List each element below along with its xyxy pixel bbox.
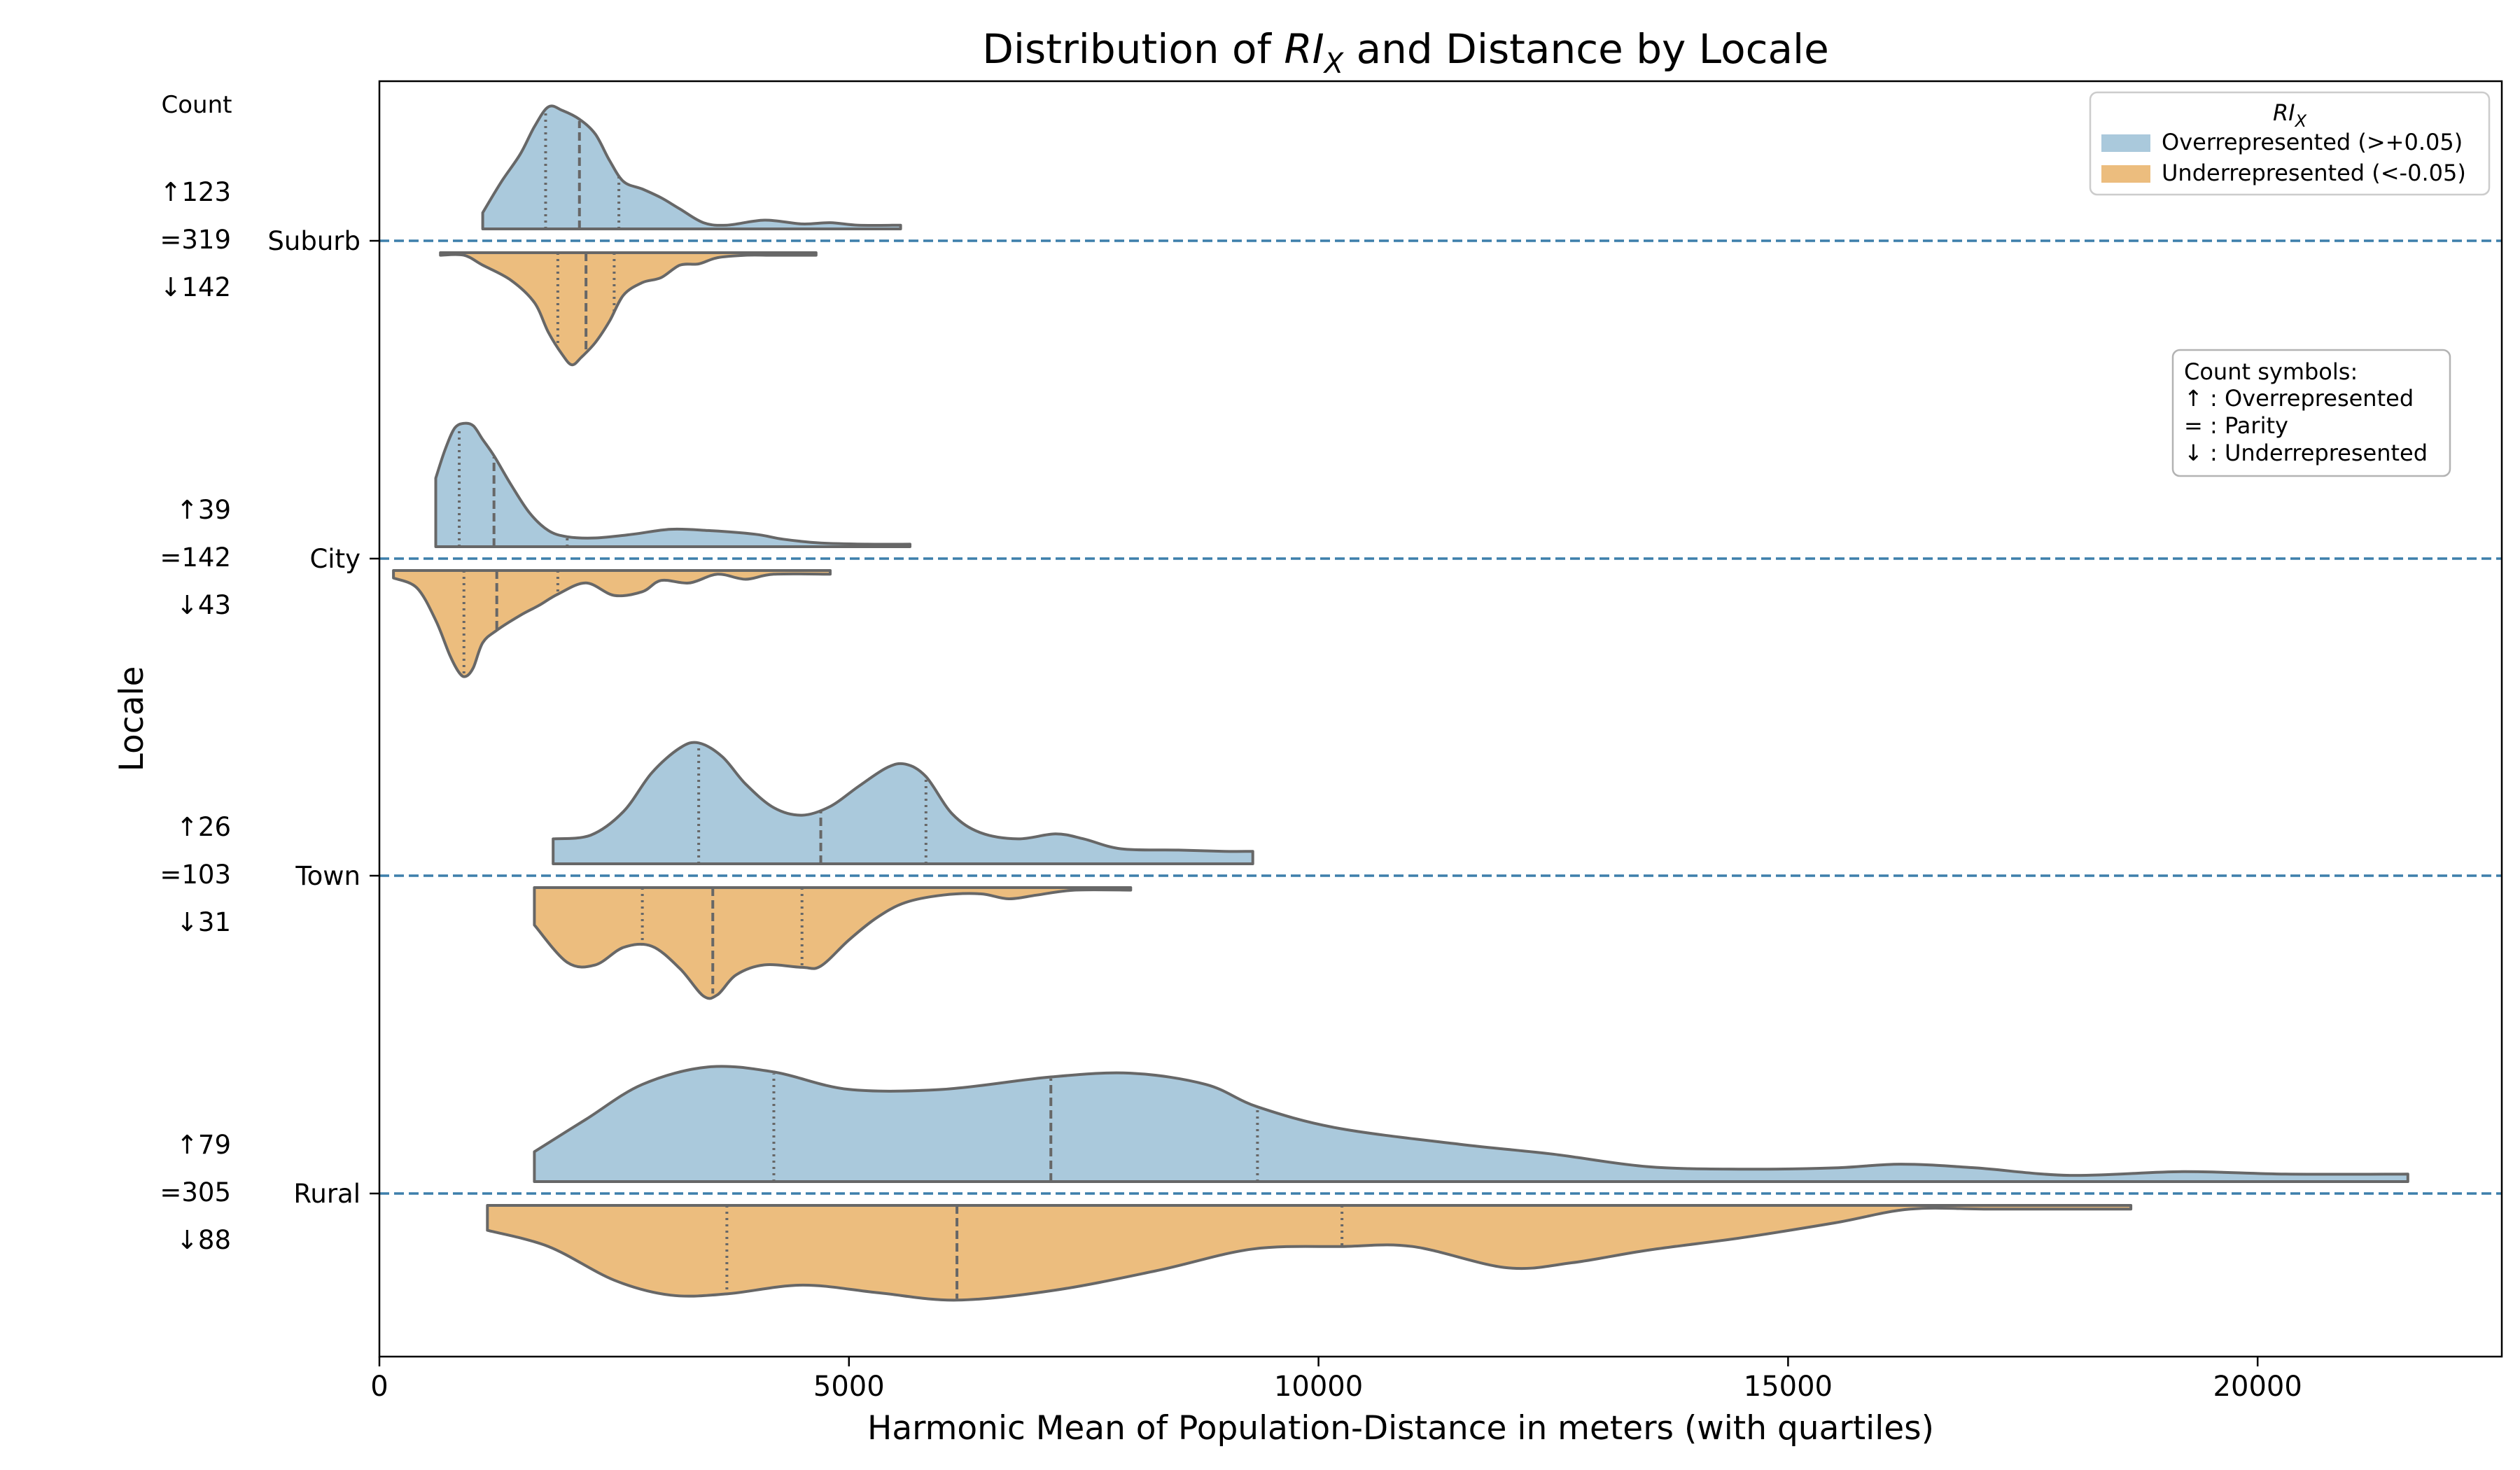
town-over-violin: [552, 741, 1254, 865]
y-axis-label: Locale: [113, 666, 151, 772]
rural-count-parity: =305: [160, 1177, 231, 1208]
legend: RIX Overrepresented (>+0.05) Underreprese…: [2089, 91, 2491, 196]
city-count-parity: =142: [160, 542, 231, 573]
legend-label-under: Underrepresented (<-0.05): [2162, 160, 2466, 186]
rural-category-label: Rural: [293, 1179, 360, 1209]
count-column: Count ↑123 =319 ↓142 ↑39 =142 ↓43 ↑26 =103 ↓31 ↑7…: [160, 91, 232, 1255]
rural-count-over: ↑79: [176, 1130, 231, 1160]
x-tick-label: 20000: [2213, 1371, 2302, 1403]
count-symbols-line: ↓ : Underrepresented: [2184, 440, 2428, 466]
legend-swatch-under: [2101, 165, 2150, 183]
chart-title: Distribution of RIX and Distance by Loca…: [982, 25, 1829, 80]
count-header: Count: [162, 91, 232, 119]
suburb-count-parity: =319: [160, 225, 231, 255]
town-category-label: Town: [295, 861, 360, 891]
x-tick-label: 0: [370, 1371, 388, 1403]
count-symbols-line: = : Parity: [2184, 412, 2288, 439]
count-symbols-box: Count symbols: ↑ : Overrepresented= : Pa…: [2171, 349, 2451, 477]
suburb-count-over: ↑123: [160, 177, 231, 207]
town-count-under: ↓31: [176, 907, 231, 937]
rural-under-violin: [486, 1204, 2133, 1302]
suburb-category-label: Suburb: [267, 226, 360, 256]
x-tick-label: 5000: [813, 1371, 885, 1403]
city-count-over: ↑39: [176, 495, 231, 525]
city-count-under: ↓43: [176, 590, 231, 620]
suburb-count-under: ↓142: [160, 272, 231, 302]
legend-label-over: Overrepresented (>+0.05): [2162, 129, 2463, 155]
axes-frame: [378, 80, 2503, 1358]
city-under-violin: [392, 569, 832, 678]
town-count-over: ↑26: [176, 812, 231, 842]
x-axis-label: Harmonic Mean of Population-Distance in …: [867, 1409, 1934, 1448]
rural-count-under: ↓88: [176, 1225, 231, 1255]
y-axis: Suburb City Town Rural: [267, 226, 379, 1209]
x-tick-label: 10000: [1274, 1371, 1363, 1403]
reference-lines: [379, 239, 2502, 1195]
plot-area: [392, 104, 2409, 1302]
legend-frame: [2089, 91, 2491, 196]
legend-swatch-over: [2101, 134, 2150, 152]
x-axis: 0 5000 10000 15000 20000: [370, 1357, 2302, 1403]
city-category-label: City: [309, 544, 360, 574]
x-tick-label: 15000: [1744, 1371, 1833, 1403]
city-over-violin: [434, 421, 911, 548]
suburb-over-violin: [481, 104, 902, 230]
town-count-parity: =103: [160, 860, 231, 890]
count-symbols-line: ↑ : Overrepresented: [2184, 385, 2414, 412]
town-under-violin: [533, 886, 1133, 1000]
count-symbols-title: Count symbols:: [2184, 358, 2358, 385]
suburb-under-violin: [439, 251, 818, 367]
legend-title: RIX: [2273, 99, 2307, 131]
count-symbols-frame: [2171, 349, 2451, 477]
rural-over-violin: [533, 1065, 2409, 1183]
